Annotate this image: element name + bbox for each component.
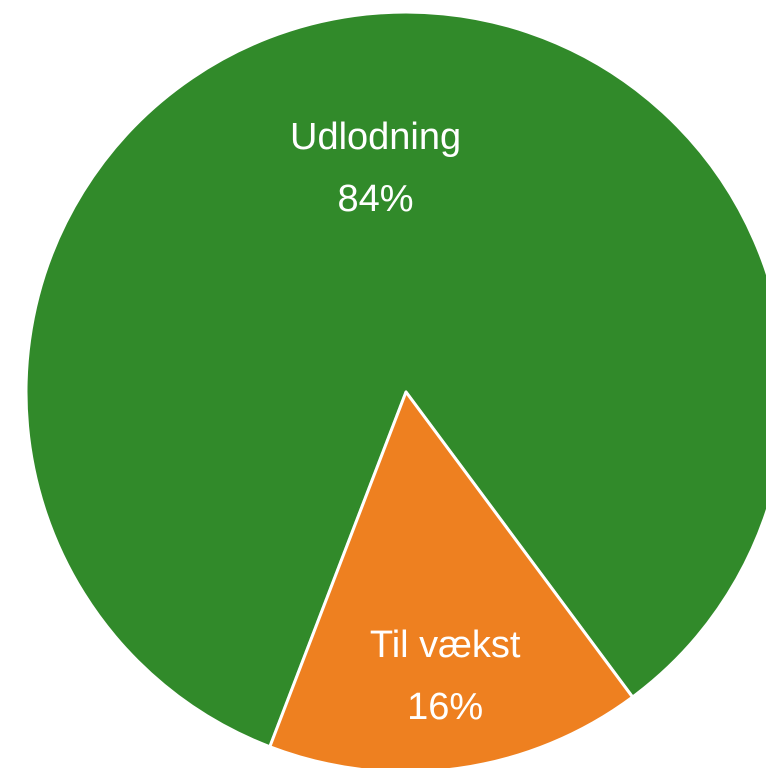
pie-slice [24, 10, 766, 749]
slice-label: Udlodning [290, 116, 461, 158]
pie-slice [268, 390, 635, 768]
slice-value-label: 16% [407, 686, 483, 728]
slice-label: Til vækst [370, 624, 521, 666]
slice-value-label: 84% [338, 178, 414, 220]
